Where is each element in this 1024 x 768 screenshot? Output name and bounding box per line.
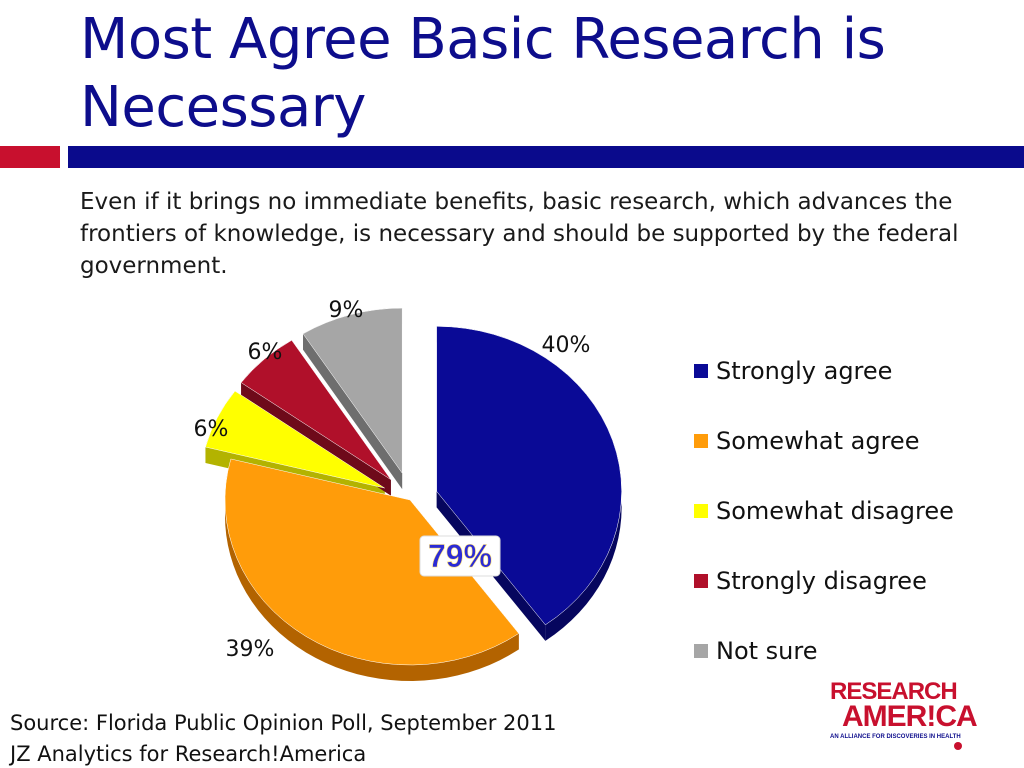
logo-text-top: RESEARCH	[830, 678, 958, 705]
chart-legend: Strongly agree Somewhat agree Somewhat dis…	[694, 336, 954, 686]
legend-item-strongly-disagree: Strongly disagree	[694, 546, 954, 616]
legend-swatch	[694, 504, 708, 518]
pie-slice-wall-0	[241, 382, 391, 496]
legend-label: Strongly disagree	[716, 567, 927, 595]
legend-item-somewhat-agree: Somewhat agree	[694, 406, 954, 476]
research-america-logo: RESEARCH AMER!CA AN ALLIANCE FOR DISCOVE…	[828, 678, 1008, 758]
legend-swatch	[694, 364, 708, 378]
source-line-1: Source: Florida Public Opinion Poll, Sep…	[10, 711, 557, 735]
legend-item-somewhat-disagree: Somewhat disagree	[694, 476, 954, 546]
data-label-strongly-disagree: 6%	[248, 340, 283, 365]
logo-dot-icon	[954, 742, 962, 750]
logo-tagline: AN ALLIANCE FOR DISCOVERIES IN HEALTH	[830, 734, 961, 740]
pie-slice-somewhat-disagree	[205, 390, 385, 489]
logo-text-bottom: AMER!CA	[842, 700, 978, 733]
legend-label: Somewhat disagree	[716, 497, 954, 525]
callout-box	[419, 535, 501, 577]
source-note: Source: Florida Public Opinion Poll, Sep…	[10, 708, 556, 768]
legend-label: Strongly agree	[716, 357, 893, 385]
data-label-somewhat-agree: 39%	[226, 637, 275, 662]
legend-swatch	[694, 574, 708, 588]
source-line-2: JZ Analytics for Research!America	[10, 742, 367, 766]
title-accent-blue-bar	[68, 146, 1024, 168]
legend-item-strongly-agree: Strongly agree	[694, 336, 954, 406]
data-label-strongly-agree: 40%	[542, 333, 591, 358]
pie-slice-side-somewhat-agree	[225, 458, 519, 681]
legend-swatch	[694, 434, 708, 448]
legend-label: Somewhat agree	[716, 427, 920, 455]
data-label-not-sure: 9%	[329, 298, 364, 323]
data-label-somewhat-disagree: 6%	[194, 417, 229, 442]
pie-slice-strongly-agree	[436, 326, 622, 626]
legend-swatch	[694, 644, 708, 658]
survey-question: Even if it brings no immediate benefits,…	[80, 189, 959, 279]
agree-total-callout: 79%	[428, 538, 492, 574]
slide-title: Most Agree Basic Research is Necessary	[80, 7, 886, 140]
legend-item-not-sure: Not sure	[694, 616, 954, 686]
pie-slice-wall-0	[303, 333, 403, 490]
title-accent-red-bar	[0, 146, 60, 168]
pie-slice-strongly-disagree	[240, 339, 392, 480]
pie-slice-not-sure	[302, 307, 403, 474]
legend-label: Not sure	[716, 637, 818, 665]
pie-slice-somewhat-agree	[224, 458, 520, 666]
